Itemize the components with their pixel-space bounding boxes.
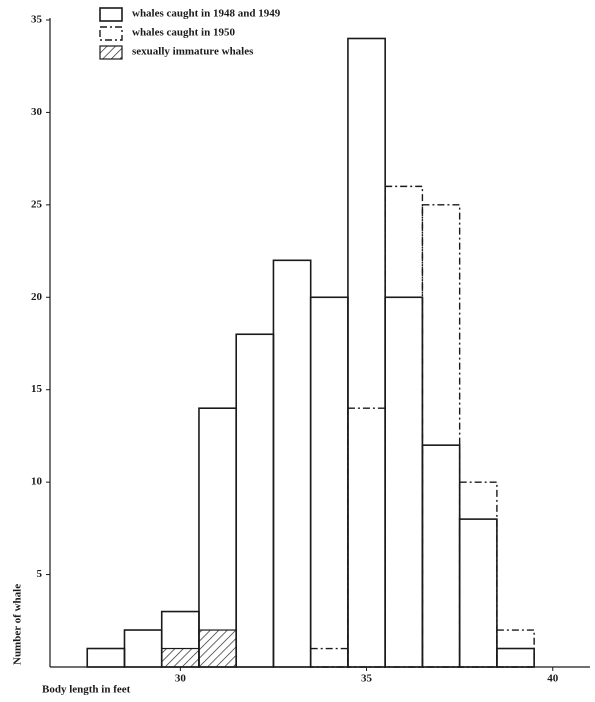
y-tick-label: 15 bbox=[31, 383, 43, 395]
bar bbox=[348, 38, 385, 667]
legend-swatch bbox=[100, 8, 122, 21]
bar bbox=[497, 649, 534, 667]
legend-label: sexually immature whales bbox=[132, 46, 254, 58]
page: Body length in feet Number of whale 5 10 1… bbox=[0, 0, 595, 702]
y-axis-title: Number of whale bbox=[12, 584, 24, 665]
y-tick-label: 10 bbox=[31, 476, 43, 488]
bar bbox=[87, 649, 124, 667]
bar bbox=[162, 649, 199, 667]
y-tick-label: 35 bbox=[31, 14, 43, 26]
bar bbox=[460, 482, 497, 667]
bar bbox=[311, 649, 348, 667]
x-axis-title: Body length in feet bbox=[42, 684, 131, 696]
bar bbox=[460, 519, 497, 667]
bar bbox=[348, 408, 385, 667]
bar bbox=[199, 408, 236, 667]
bar bbox=[311, 297, 348, 667]
y-tick-label: 25 bbox=[31, 198, 43, 210]
bar bbox=[236, 334, 273, 667]
bar bbox=[385, 297, 422, 667]
chart: Body length in feet Number of whale 5 10 1… bbox=[0, 0, 595, 702]
x-tick-label: 40 bbox=[547, 673, 559, 685]
bar bbox=[124, 630, 161, 667]
legend-swatch bbox=[100, 46, 122, 59]
bar bbox=[385, 186, 422, 667]
legend-swatch bbox=[100, 27, 122, 40]
x-tick-label: 35 bbox=[361, 673, 373, 685]
bar bbox=[199, 630, 236, 667]
legend-label: whales caught in 1950 bbox=[132, 27, 235, 39]
bar bbox=[422, 445, 459, 667]
legend-label: whales caught in 1948 and 1949 bbox=[132, 8, 281, 20]
y-tick-label: 30 bbox=[31, 106, 43, 118]
y-tick-label: 20 bbox=[31, 291, 43, 303]
y-tick-label: 5 bbox=[37, 568, 43, 580]
x-tick-label: 30 bbox=[175, 673, 187, 685]
bar bbox=[273, 260, 310, 667]
bar bbox=[422, 205, 459, 667]
